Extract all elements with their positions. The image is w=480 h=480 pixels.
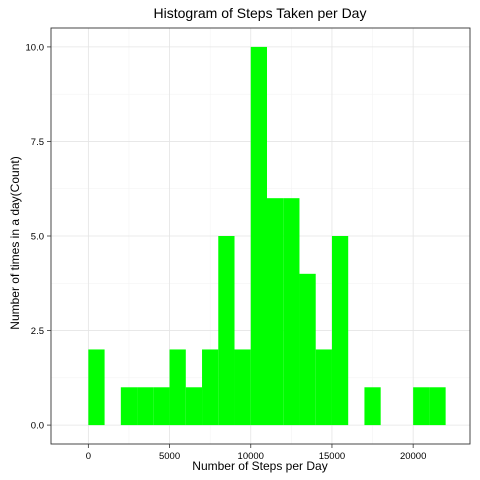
histogram-bar <box>413 387 430 426</box>
y-tick-label: 5.0 <box>31 232 44 243</box>
histogram-bar <box>299 273 316 426</box>
histogram-bar <box>364 387 381 426</box>
y-tick-label: 2.5 <box>31 326 44 337</box>
histogram-bar <box>331 236 349 426</box>
histogram-bar <box>429 387 446 426</box>
x-tick-label: 0 <box>86 451 91 462</box>
histogram-bar <box>283 198 300 426</box>
histogram-bar <box>185 387 203 426</box>
histogram-bar <box>169 349 186 426</box>
x-tick-label: 20000 <box>400 451 426 462</box>
y-axis: 0.0 2.5 5.0 7.5 10.0 <box>26 42 51 432</box>
y-tick-label: 10.0 <box>26 42 45 53</box>
x-axis-label: Number of Steps per Day <box>192 459 327 473</box>
histogram-bar <box>315 349 332 426</box>
x-tick-label: 10000 <box>238 451 264 462</box>
y-axis-label: Number of times in a day(Count) <box>8 156 22 329</box>
histogram-bar <box>153 387 170 426</box>
y-tick-label: 7.5 <box>31 137 44 148</box>
histogram-bar <box>266 198 284 426</box>
histogram-bar <box>202 349 219 426</box>
histogram-bar <box>234 349 251 426</box>
x-tick-label: 5000 <box>159 451 180 462</box>
histogram-bar <box>218 236 235 426</box>
histogram-bar <box>88 349 105 426</box>
bars <box>88 46 446 426</box>
histogram-bar <box>120 387 138 426</box>
histogram-bar <box>137 387 154 426</box>
y-tick-label: 0.0 <box>31 421 44 432</box>
histogram-bar <box>250 46 267 426</box>
x-axis: 0 5000 10000 15000 20000 <box>86 444 426 462</box>
chart-title: Histogram of Steps Taken per Day <box>154 5 367 21</box>
x-tick-label: 15000 <box>319 451 345 462</box>
